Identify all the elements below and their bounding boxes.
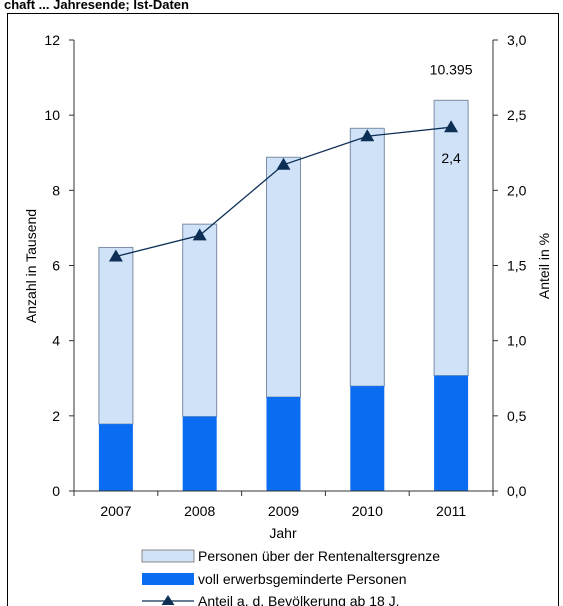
line-layer bbox=[108, 120, 459, 262]
x-tick-label: 2011 bbox=[436, 503, 466, 519]
line-marker-anteil bbox=[276, 157, 291, 170]
legend-label-anteil: Anteil a. d. Bevölkerung ab 18 J. bbox=[198, 593, 400, 606]
chart-frame bbox=[7, 13, 559, 606]
left-tick-label: 8 bbox=[52, 182, 60, 198]
x-axis-title: Jahr bbox=[269, 525, 297, 541]
legend-label-voll-erwerbsgemindert: voll erwerbsgeminderte Personen bbox=[198, 571, 407, 587]
left-tick-label: 2 bbox=[52, 408, 60, 424]
y2-axis-title: Anteil in % bbox=[536, 233, 552, 299]
legend-label-personen-rentenaltersgrenze: Personen über der Rentenaltersgrenze bbox=[198, 548, 440, 564]
bar-voll-erwerbsgemindert bbox=[434, 375, 469, 491]
x-tick-label: 2010 bbox=[352, 503, 383, 519]
right-tick-label: 0,0 bbox=[507, 483, 527, 499]
right-tick-label: 2,0 bbox=[507, 182, 527, 198]
right-tick-label: 3,0 bbox=[507, 32, 527, 48]
right-tick-label: 1,5 bbox=[507, 258, 527, 274]
legend-swatch-voll-erwerbsgemindert bbox=[142, 573, 194, 585]
line-marker-anteil bbox=[360, 129, 375, 142]
annotation-total-2011: 10.395 bbox=[430, 61, 473, 77]
left-tick-label: 10 bbox=[44, 107, 60, 123]
left-tick-label: 0 bbox=[52, 483, 60, 499]
x-tick-label: 2008 bbox=[184, 503, 215, 519]
bar-voll-erwerbsgemindert bbox=[266, 397, 301, 491]
left-tick-label: 6 bbox=[52, 258, 60, 274]
bar-personen-rentenaltersgrenze bbox=[266, 156, 301, 398]
bars-layer bbox=[98, 99, 469, 491]
bar-personen-rentenaltersgrenze bbox=[349, 127, 385, 387]
line-marker-anteil bbox=[444, 120, 459, 133]
legend-swatch-personen-rentenaltersgrenze bbox=[141, 549, 195, 563]
bar-voll-erwerbsgemindert bbox=[182, 416, 217, 491]
bar-personen-rentenaltersgrenze bbox=[98, 246, 134, 425]
annotation-anteil-2011: 2,4 bbox=[441, 150, 461, 166]
left-tick-label: 4 bbox=[52, 333, 60, 349]
bar-voll-erwerbsgemindert bbox=[98, 424, 133, 491]
bar-voll-erwerbsgemindert bbox=[350, 386, 385, 491]
x-ticks: 2007 2008 2009 2010 2011 bbox=[73, 491, 494, 519]
annotation-layer: 10.395 2,4 bbox=[430, 61, 473, 166]
legend: Personen über der Rentenaltersgrenze vol… bbox=[141, 548, 440, 606]
right-tick-label: 0,5 bbox=[507, 408, 527, 424]
x-tick-label: 2009 bbox=[268, 503, 299, 519]
bar-personen-rentenaltersgrenze bbox=[182, 223, 218, 418]
chart-heading: chaft ... Jahresende; Ist-Daten bbox=[4, 0, 189, 12]
y-axis-title: Anzahl in Tausend bbox=[23, 209, 39, 323]
line-marker-anteil bbox=[192, 228, 207, 241]
left-tick-label: 12 bbox=[44, 32, 60, 48]
bar-personen-rentenaltersgrenze bbox=[433, 99, 469, 377]
line-marker-anteil bbox=[108, 249, 123, 262]
left-ticks: 0 2 4 6 8 10 12 bbox=[44, 32, 74, 499]
right-ticks: 0,0 0,5 1,0 1,5 2,0 2,5 3,0 bbox=[493, 32, 527, 499]
legend-marker-anteil bbox=[161, 595, 175, 605]
right-tick-label: 1,0 bbox=[507, 333, 527, 349]
x-tick-label: 2007 bbox=[100, 503, 131, 519]
right-tick-label: 2,5 bbox=[507, 107, 527, 123]
